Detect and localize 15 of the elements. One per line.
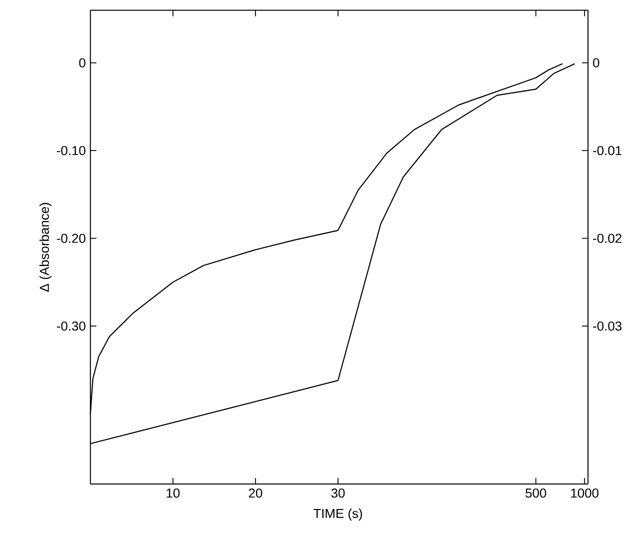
y2-tick-label: -0.03: [593, 321, 622, 331]
y-tick-label: -0.10: [56, 146, 86, 156]
y-tick-label: -0.30: [56, 321, 86, 331]
x-tick-label: 500: [526, 488, 546, 498]
x-tick-label: 1000: [571, 488, 598, 498]
y2-tick-label: 0: [593, 58, 600, 68]
x-tick-label: 20: [248, 488, 262, 498]
y2-tick-label: -0.01: [593, 146, 622, 156]
y-tick-label: 0: [79, 58, 86, 68]
x-tick-label: 30: [331, 488, 345, 498]
x-tick-label: 10: [166, 488, 180, 498]
y-axis-title: Δ (Absorbance): [39, 202, 52, 292]
x-axis-title: TIME (s): [313, 508, 362, 521]
y2-tick-label: -0.02: [593, 234, 622, 243]
y-tick-label: -0.20: [56, 234, 86, 243]
